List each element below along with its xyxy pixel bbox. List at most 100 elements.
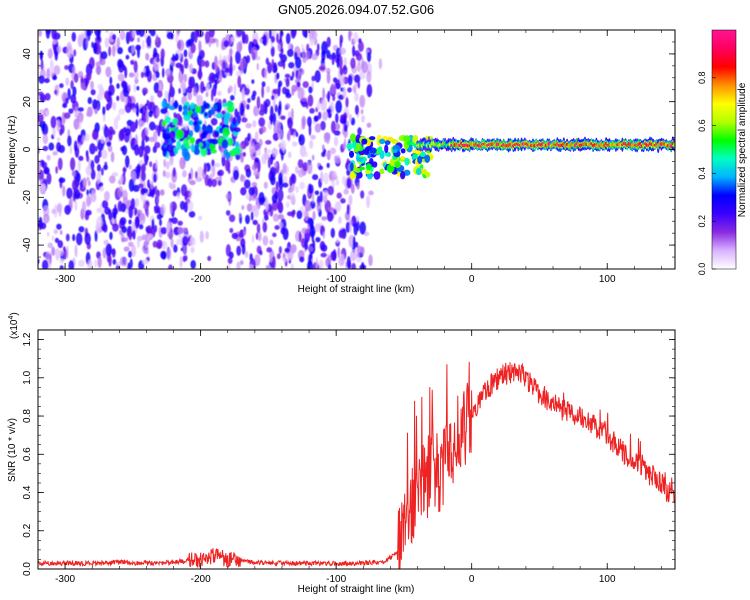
spectrogram-blob: [42, 133, 49, 145]
spectrogram-blob: [86, 35, 89, 49]
spectrogram-blob: [119, 30, 126, 41]
spectrogram-blob: [72, 65, 76, 75]
spectrogram-blob: [116, 95, 120, 102]
spectrogram-blob: [50, 71, 54, 78]
spectrogram-blob: [315, 236, 321, 243]
spectrogram-blob: [258, 117, 266, 127]
spectrogram-blob: [204, 31, 211, 44]
spectrogram-blob: [343, 123, 348, 133]
spectrogram-blob: [356, 62, 362, 73]
spectrogram-blob: [182, 243, 188, 256]
spectrogram-blob: [244, 250, 249, 259]
spectrogram-blob: [49, 59, 54, 73]
spectrogram-blob: [284, 73, 291, 79]
spectrogram-blob: [73, 118, 80, 130]
spectrogram-blob: [356, 182, 360, 190]
spectrogram-blob: [312, 240, 316, 249]
spectrogram-blob: [321, 216, 328, 221]
spectrogram-blob: [49, 254, 52, 265]
spectrogram-blob: [187, 200, 194, 212]
spectrogram-blob: [138, 183, 144, 189]
spectrogram-blob: [302, 162, 309, 172]
spectrogram-blob: [98, 150, 103, 158]
spectrogram-blob: [214, 130, 220, 138]
spectrogram-y-tick-label: -40: [22, 237, 33, 252]
spectrogram-blob: [282, 182, 289, 188]
spectrogram-blob: [39, 120, 46, 128]
snr-y-tick-label: 0.4: [22, 485, 33, 499]
spectrogram-blob: [216, 38, 219, 48]
spectrogram-blob: [326, 36, 331, 48]
spectrogram-blob: [87, 180, 91, 187]
spectrogram-blob: [246, 203, 253, 212]
spectrogram-blob: [179, 200, 186, 210]
spectrogram-blob: [368, 190, 374, 196]
spectrogram-blob: [350, 183, 355, 194]
spectrogram-blob: [51, 246, 56, 257]
spectrogram-blob: [300, 250, 304, 257]
spectrogram-blob: [68, 108, 74, 114]
spectrogram-blob: [361, 61, 369, 74]
spectrogram-blob: [333, 130, 341, 136]
spectrogram-blob: [265, 149, 272, 155]
spectrogram-blob: [310, 134, 316, 140]
spectrogram-blob: [156, 239, 163, 249]
spectrogram-blob: [100, 135, 105, 144]
spectrogram-blob: [38, 113, 44, 123]
spectrogram-blob: [141, 259, 149, 265]
spectrogram-blob: [241, 205, 245, 211]
spectrogram-blob: [57, 202, 63, 213]
spectrogram-blob: [273, 161, 278, 168]
spectrogram-blob: [183, 49, 188, 58]
spectrogram-blob: [109, 231, 113, 240]
spectrogram-blob: [269, 166, 277, 177]
spectrogram-blob: [361, 115, 365, 123]
spectrogram-blob: [182, 170, 187, 178]
spectrogram-blob: [152, 240, 158, 248]
spectrogram-blob: [102, 223, 108, 233]
spectrogram-blob: [348, 219, 353, 225]
spectrogram-blob: [59, 249, 64, 257]
spectrogram-blob: [314, 190, 320, 196]
spectrogram-blob: [260, 125, 267, 133]
spectrogram-blob: [338, 55, 343, 69]
spectrogram-blob: [40, 59, 44, 71]
spectrogram-blob: [348, 30, 352, 42]
spectrogram-blob: [346, 142, 354, 150]
spectrogram-blob: [111, 172, 119, 177]
spectrogram-blob: [74, 111, 79, 117]
spectrogram-blob: [153, 82, 160, 94]
spectrogram-blob: [298, 231, 302, 243]
spectrogram-blob: [85, 194, 91, 208]
spectrogram-blob: [209, 143, 216, 150]
spectrogram-blob: [57, 240, 64, 249]
spectrogram-blob: [193, 145, 200, 155]
spectrogram-blob: [117, 73, 125, 82]
spectrogram-blob: [155, 159, 158, 170]
spectrogram-blob: [245, 193, 250, 200]
spectrogram-blob: [287, 151, 292, 159]
spectrogram-blob: [127, 84, 131, 92]
spectrogram-blob: [394, 161, 401, 169]
spectrogram-blob: [352, 45, 356, 57]
spectrogram-blob: [190, 246, 195, 254]
spectrogram-blob: [277, 43, 281, 52]
spectrogram-blob: [85, 209, 92, 216]
spectrogram-blob: [117, 200, 123, 212]
snr-y-tick-label: 0.2: [22, 523, 33, 537]
spectrogram-blob: [354, 92, 359, 102]
spectrogram-blob: [169, 156, 174, 166]
spectrogram-blob: [287, 48, 294, 57]
snr-frame: [37, 329, 676, 570]
spectrogram-blob: [111, 44, 116, 57]
spectrogram-blob: [66, 245, 69, 259]
spectrogram-blob: [359, 221, 366, 235]
colorbar-label: Normalized spectral amplitude: [737, 82, 748, 217]
spectrogram-blob: [46, 172, 52, 185]
spectrogram-blob: [149, 136, 155, 143]
spectrogram-blob: [326, 49, 331, 59]
spectrogram-blob: [229, 48, 233, 56]
spectrogram-blob: [142, 87, 148, 95]
spectrogram-blob: [112, 223, 119, 232]
spectrogram-blob: [355, 171, 363, 179]
